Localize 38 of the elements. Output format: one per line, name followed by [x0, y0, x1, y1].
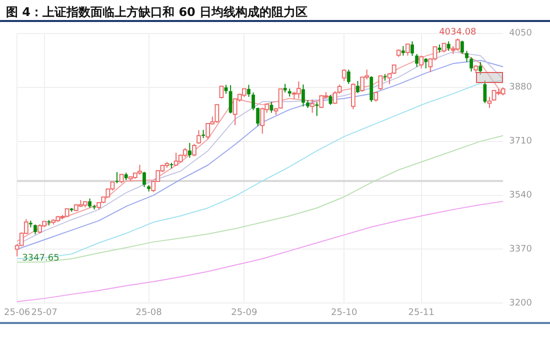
candlestick: [410, 40, 414, 56]
candlestick: [446, 40, 450, 52]
candlestick: [247, 84, 250, 98]
x-tick-label: 25-09: [231, 308, 258, 318]
candlestick: [370, 76, 374, 102]
candlestick: [142, 171, 146, 188]
y-tick-label: 3880: [509, 82, 532, 93]
y-tick-label: 3540: [509, 190, 532, 201]
y-tick-label: 3370: [509, 244, 532, 255]
y-tick-label: 3710: [509, 136, 532, 147]
candlestick: [328, 94, 332, 106]
candlestick: [424, 58, 428, 69]
x-tick-label: 25-07: [31, 308, 58, 318]
candlestick: [470, 56, 473, 72]
x-tick-label: 25-11: [408, 308, 434, 318]
candlestick: [415, 54, 418, 68]
candlestick: [302, 84, 305, 107]
candlestick: [478, 61, 482, 76]
y-tick-label: 3200: [509, 298, 532, 309]
candlestick: [228, 84, 232, 114]
annotation: 3347.65: [22, 254, 60, 264]
candlestick: [188, 142, 192, 158]
candlestick: [401, 46, 405, 56]
x-tick-label: 25-08: [136, 308, 162, 318]
candlestick: [34, 224, 37, 235]
candlestick: [483, 80, 487, 104]
candlestick: [270, 101, 274, 114]
candlestick: [465, 50, 468, 62]
y-tick-label: 4050: [509, 28, 532, 39]
candlestick: [356, 80, 360, 94]
x-tick-label: 25-10: [331, 308, 358, 318]
candlestick: [346, 69, 350, 84]
candlestick: [460, 40, 464, 55]
candlestick: [315, 101, 319, 116]
x-tick-label: 25-06: [4, 308, 30, 318]
annotation: 4034.08: [439, 27, 477, 38]
chart-title: 图 4：上证指数面临上方缺口和 60 日均线构成的阻力区: [0, 0, 550, 22]
candlestick: [88, 198, 92, 208]
